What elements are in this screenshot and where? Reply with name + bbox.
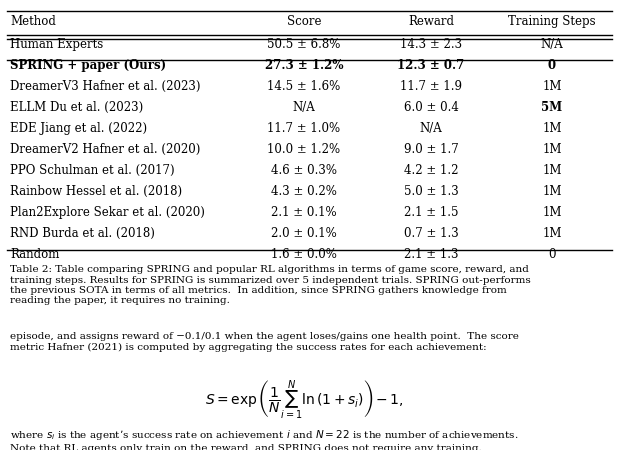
Text: 14.5 ± 1.6%: 14.5 ± 1.6% [268, 80, 340, 93]
Text: Table 2: Table comparing SPRING and popular RL algorithms in terms of game score: Table 2: Table comparing SPRING and popu… [10, 266, 531, 306]
Text: 50.5 ± 6.8%: 50.5 ± 6.8% [268, 38, 340, 51]
Text: 1M: 1M [542, 206, 562, 219]
Text: 0.7 ± 1.3: 0.7 ± 1.3 [404, 227, 458, 239]
Text: where $s_i$ is the agent’s success rate on achievement $i$ and $N = 22$ is the n: where $s_i$ is the agent’s success rate … [10, 428, 519, 450]
Text: 5M: 5M [541, 101, 563, 114]
Text: 12.3 ± 0.7: 12.3 ± 0.7 [397, 59, 465, 72]
Text: 0: 0 [548, 59, 556, 72]
Text: 2.0 ± 0.1%: 2.0 ± 0.1% [271, 227, 337, 239]
Text: 2.1 ± 0.1%: 2.1 ± 0.1% [271, 206, 337, 219]
Text: Reward: Reward [408, 15, 454, 28]
Text: Rainbow Hessel et al. (2018): Rainbow Hessel et al. (2018) [10, 184, 182, 198]
Text: 14.3 ± 2.3: 14.3 ± 2.3 [400, 38, 462, 51]
Text: PPO Schulman et al. (2017): PPO Schulman et al. (2017) [10, 164, 175, 177]
Text: Human Experts: Human Experts [10, 38, 104, 51]
Text: 0: 0 [548, 248, 556, 261]
Text: 4.6 ± 0.3%: 4.6 ± 0.3% [271, 164, 337, 177]
Text: Training Steps: Training Steps [508, 15, 596, 28]
Text: RND Burda et al. (2018): RND Burda et al. (2018) [10, 227, 156, 239]
Text: episode, and assigns reward of −0.1/0.1 when the agent loses/gains one health po: episode, and assigns reward of −0.1/0.1 … [10, 333, 519, 352]
Text: 5.0 ± 1.3: 5.0 ± 1.3 [404, 184, 458, 198]
Text: 11.7 ± 1.0%: 11.7 ± 1.0% [268, 122, 340, 135]
Text: N/A: N/A [541, 38, 563, 51]
Text: 11.7 ± 1.9: 11.7 ± 1.9 [400, 80, 462, 93]
Text: ELLM Du et al. (2023): ELLM Du et al. (2023) [10, 101, 144, 114]
Text: Score: Score [287, 15, 321, 28]
Text: 1M: 1M [542, 184, 562, 198]
Text: Random: Random [10, 248, 60, 261]
Text: 1M: 1M [542, 143, 562, 156]
Text: 27.3 ± 1.2%: 27.3 ± 1.2% [265, 59, 343, 72]
Text: 2.1 ± 1.3: 2.1 ± 1.3 [404, 248, 458, 261]
Text: 10.0 ± 1.2%: 10.0 ± 1.2% [268, 143, 340, 156]
Text: N/A: N/A [292, 101, 316, 114]
Text: 9.0 ± 1.7: 9.0 ± 1.7 [404, 143, 458, 156]
Text: DreamerV3 Hafner et al. (2023): DreamerV3 Hafner et al. (2023) [10, 80, 201, 93]
Text: DreamerV2 Hafner et al. (2020): DreamerV2 Hafner et al. (2020) [10, 143, 201, 156]
Text: 6.0 ± 0.4: 6.0 ± 0.4 [404, 101, 458, 114]
Text: Plan2Explore Sekar et al. (2020): Plan2Explore Sekar et al. (2020) [10, 206, 205, 219]
Text: SPRING + paper (Ours): SPRING + paper (Ours) [10, 59, 166, 72]
Text: Method: Method [10, 15, 56, 28]
Text: $S = \exp\left(\dfrac{1}{N}\sum_{i=1}^{N}\ln\left(1+s_i\right)\right) - 1,$: $S = \exp\left(\dfrac{1}{N}\sum_{i=1}^{N… [205, 378, 403, 423]
Text: 4.2 ± 1.2: 4.2 ± 1.2 [404, 164, 458, 177]
Text: 1M: 1M [542, 227, 562, 239]
Text: 1M: 1M [542, 80, 562, 93]
Text: 2.1 ± 1.5: 2.1 ± 1.5 [404, 206, 458, 219]
Text: 1.6 ± 0.0%: 1.6 ± 0.0% [271, 248, 337, 261]
Text: 1M: 1M [542, 164, 562, 177]
Text: 4.3 ± 0.2%: 4.3 ± 0.2% [271, 184, 337, 198]
Text: N/A: N/A [420, 122, 442, 135]
Text: 1M: 1M [542, 122, 562, 135]
Text: EDE Jiang et al. (2022): EDE Jiang et al. (2022) [10, 122, 148, 135]
